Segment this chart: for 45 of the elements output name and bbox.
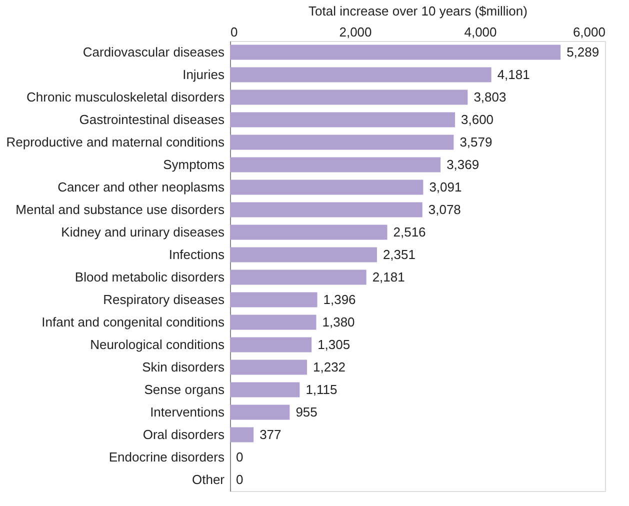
data-label: 3,600 <box>461 112 494 127</box>
data-label: 0 <box>236 472 244 487</box>
y-tick-label: Injuries <box>182 66 225 82</box>
data-label: 2,516 <box>393 224 426 240</box>
data-label: 3,091 <box>429 179 462 194</box>
x-axis-title: Total increase over 10 years ($million) <box>308 4 528 18</box>
y-tick-label: Oral disorders <box>142 426 225 442</box>
y-tick-label: Neurological conditions <box>90 336 225 352</box>
data-label: 1,380 <box>322 314 355 330</box>
y-tick-label: Kidney and urinary diseases <box>61 224 225 240</box>
data-label: 2,351 <box>382 246 416 262</box>
y-tick-label: Interventions <box>150 404 225 420</box>
data-label: 3,579 <box>460 134 492 150</box>
y-tick-label: Cancer and other neoplasms <box>58 179 225 194</box>
data-label: 1,115 <box>306 382 338 397</box>
y-tick-label: Infections <box>168 246 225 262</box>
data-label: 1,305 <box>318 336 350 352</box>
y-tick-label: Chronic musculoskeletal disorders <box>26 89 225 104</box>
data-label: 3,803 <box>474 89 506 104</box>
y-tick-label: Respiratory diseases <box>103 292 225 307</box>
data-label: 377 <box>260 426 282 442</box>
y-tick-label: Infant and congenital conditions <box>42 314 225 330</box>
x-tick-label: 4,000 <box>464 24 497 40</box>
y-tick-label: Cardiovascular diseases <box>82 44 225 60</box>
y-tick-label: Endocrine disorders <box>108 449 225 464</box>
x-tick-label: 6,000 <box>572 24 606 40</box>
y-tick-label: Other <box>192 472 226 487</box>
data-label: 3,369 <box>446 156 480 172</box>
y-tick-label: Symptoms <box>163 156 225 172</box>
x-tick-label: 2,000 <box>339 24 372 40</box>
y-tick-label: Blood metabolic disorders <box>74 269 225 284</box>
y-tick-label: Skin disorders <box>142 359 225 374</box>
y-tick-label: Gastrointestinal diseases <box>79 112 225 127</box>
x-tick-label: 0 <box>230 24 238 40</box>
data-label: 2,181 <box>372 269 405 284</box>
data-label: 0 <box>236 449 244 464</box>
data-label: 3,078 <box>428 202 461 217</box>
y-tick-label: Mental and substance use disorders <box>16 202 225 217</box>
y-tick-label: Reproductive and maternal conditions <box>6 134 225 150</box>
y-tick-label: Sense organs <box>144 382 225 397</box>
data-label: 4,181 <box>497 66 530 82</box>
data-label: 1,396 <box>323 292 356 307</box>
data-label: 955 <box>296 404 318 420</box>
data-label: 5,289 <box>566 44 600 60</box>
data-label: 1,232 <box>313 359 346 374</box>
